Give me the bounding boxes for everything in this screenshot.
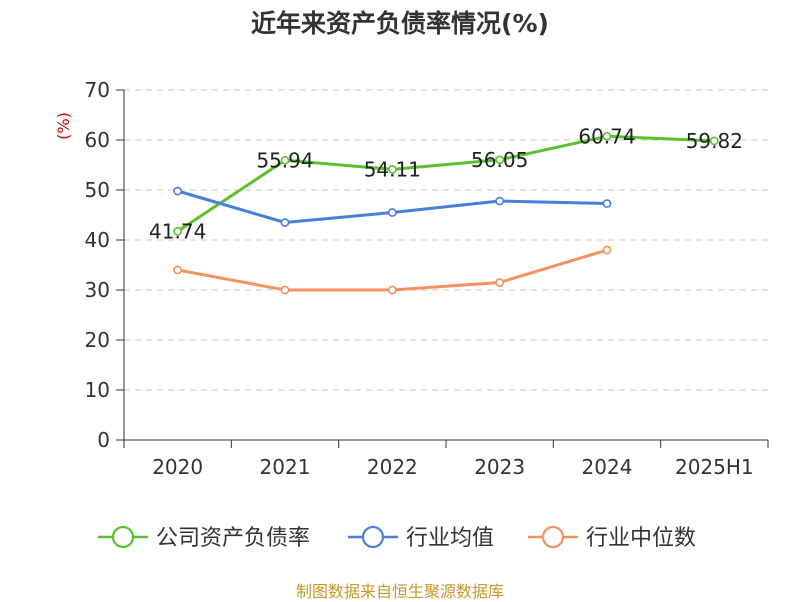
chart-title: 近年来资产负债率情况(%) — [251, 9, 549, 38]
axes: 0 10 20 30 40 50 60 70 (%) 2020 2021 2022 2023 2024 20… — [54, 78, 769, 479]
series — [173, 131, 719, 295]
y-tick-label: 30 — [85, 278, 110, 302]
x-tick-label: 2025H1 — [675, 455, 754, 479]
data-point — [709, 136, 719, 146]
grid-lines — [124, 89, 768, 391]
y-tick-label: 50 — [85, 178, 110, 202]
series-line-1 — [177, 189, 608, 224]
x-tick-label: 2020 — [152, 455, 203, 479]
y-axis-label: (%) — [54, 112, 73, 140]
data-label: 41.74 — [149, 219, 206, 243]
legend: 公司资产负债率 行业均值 行业中位数 — [98, 525, 696, 551]
data-label: 59.82 — [686, 129, 743, 153]
legend-swatch-marker — [361, 525, 385, 549]
x-tick-label: 2022 — [367, 455, 418, 479]
data-point — [280, 285, 290, 295]
data-point — [495, 278, 505, 287]
y-tick-label: 40 — [85, 228, 110, 252]
data-point — [387, 208, 397, 217]
data-label: 55.94 — [256, 148, 313, 172]
y-tick-label: 10 — [85, 378, 110, 402]
data-labels: 41.74 55.94 54.11 56.05 60.74 59.82 — [149, 124, 743, 243]
legend-label: 行业均值 — [406, 526, 494, 551]
data-point — [280, 155, 290, 165]
y-tick-label: 70 — [85, 78, 110, 102]
data-label: 54.11 — [364, 157, 421, 181]
legend-swatch-marker — [111, 525, 135, 549]
data-point — [495, 155, 505, 165]
source-note: 制图数据来自恒生聚源数据库 — [295, 582, 504, 601]
data-point — [602, 245, 612, 255]
data-point — [602, 131, 612, 141]
data-point — [173, 226, 183, 236]
data-label: 60.74 — [578, 124, 635, 148]
legend-label: 公司资产负债率 — [156, 526, 310, 551]
data-point — [495, 196, 505, 206]
data-point — [602, 199, 612, 208]
legend-swatch-marker — [541, 525, 565, 549]
data-point — [173, 186, 183, 196]
y-tick-label: 20 — [85, 328, 110, 352]
x-tick-label: 2021 — [260, 455, 311, 479]
y-tick-label: 0 — [97, 428, 110, 452]
data-label: 56.05 — [471, 148, 528, 172]
data-point — [387, 285, 397, 295]
y-tick-label: 60 — [85, 128, 110, 152]
data-point — [280, 218, 290, 227]
series-line-2 — [177, 248, 608, 292]
series-line-0 — [176, 134, 715, 233]
x-tick-label: 2024 — [582, 455, 633, 479]
data-point — [387, 165, 397, 174]
data-point — [173, 265, 183, 275]
legend-label: 行业中位数 — [586, 526, 696, 551]
x-tick-label: 2023 — [474, 455, 525, 479]
